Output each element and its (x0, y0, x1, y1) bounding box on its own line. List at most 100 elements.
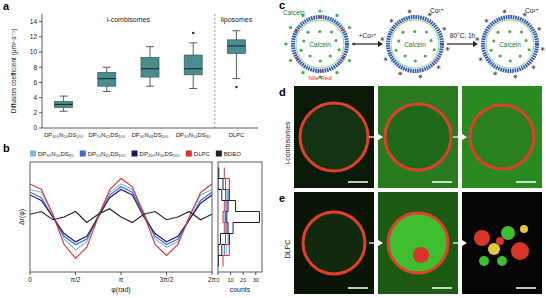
nile-red-dot (296, 57, 299, 60)
outlier (192, 32, 195, 35)
y-tick (39, 21, 42, 22)
scale-bar (516, 181, 536, 183)
median (55, 104, 73, 105)
x-tick (30, 272, 31, 275)
median (227, 45, 245, 46)
hist-bin (225, 201, 226, 212)
calcein-dot (499, 55, 502, 58)
x-tick-label: 3π/2 (160, 276, 174, 283)
calcein-dot (309, 55, 312, 58)
x-tick-label: π (119, 276, 124, 283)
micrograph (378, 86, 458, 188)
hist-connector (218, 189, 222, 190)
boxes (55, 31, 246, 112)
series-line (30, 179, 212, 259)
outlier (235, 86, 238, 89)
hist-bin (229, 234, 230, 245)
vesicle-fragment (511, 242, 529, 260)
ion-symbol (418, 75, 422, 79)
x-axis (42, 128, 258, 129)
scale-bar (348, 287, 368, 289)
step-arrow-head (378, 41, 383, 47)
calcein-dot (433, 48, 436, 51)
nile-red-dot (295, 30, 298, 33)
micrograph (294, 86, 374, 188)
legend-swatch (186, 151, 192, 157)
x-tick (212, 272, 213, 275)
hist-connector (221, 233, 234, 234)
calcein-dot (519, 54, 522, 57)
vesicle-ring (388, 213, 448, 273)
ion-symbol (537, 27, 541, 31)
hist-bin (229, 234, 230, 245)
hist-bin (218, 168, 219, 179)
calcein-dot (402, 31, 405, 34)
y-tick-label: 2 (33, 109, 37, 116)
hist-bin (218, 168, 219, 179)
whisker-cap (60, 96, 68, 97)
legend-label: BDEO (224, 151, 241, 157)
calcein-dot (424, 54, 427, 57)
vesicle-ring (300, 103, 368, 171)
whisker-cap (232, 30, 240, 31)
calcein-dot (289, 59, 292, 62)
x-tick (243, 272, 244, 275)
hist-bin (219, 168, 220, 179)
nile-red-dot (342, 56, 345, 59)
hist-bin (221, 245, 222, 256)
x-tick (230, 272, 231, 275)
x-tick-label: 2π (208, 276, 217, 283)
transition-arrow (453, 136, 463, 137)
x-axis-label: counts (230, 286, 251, 293)
box (184, 55, 202, 75)
whisker-cap (189, 42, 197, 43)
ion-symbol (475, 37, 479, 41)
membrane-inner (296, 20, 344, 68)
hist-bin (218, 168, 219, 179)
histograms (218, 168, 259, 267)
ion-symbol (531, 65, 535, 69)
y-tick-label: 14 (30, 18, 38, 25)
vesicle-ring (385, 104, 451, 170)
hist-connector (236, 211, 260, 212)
calcein-dot (335, 14, 338, 17)
step-arrow (352, 43, 379, 44)
hist-bin (221, 190, 222, 201)
hist-connector (223, 189, 229, 190)
vesicle-label: Calcein (404, 41, 426, 48)
membrane-inner (486, 20, 534, 68)
calcein-dot (497, 31, 500, 34)
x-tick-label: DLPC (229, 132, 244, 138)
ion-symbol (479, 57, 483, 61)
ion-symbol (446, 47, 450, 51)
ion-symbol (513, 75, 517, 79)
calcein-dot (301, 71, 304, 74)
row-label: i-combisomes (284, 121, 291, 165)
y-tick (39, 36, 42, 37)
calcein-dot (430, 39, 433, 42)
hist-bin (220, 234, 221, 245)
legend-label: DP₄₀₀N₅₆DS₁₀₀ (140, 151, 181, 157)
x-tick-label: 20 (240, 277, 246, 283)
y-axis (42, 14, 43, 128)
hist-bin (218, 256, 219, 267)
y-tick-label: 12 (30, 33, 38, 40)
calcein-dot (318, 30, 321, 33)
hist-bin (235, 201, 236, 212)
x-tick-label: π/2 (71, 276, 81, 283)
calcein-dot (330, 30, 333, 33)
image-background (378, 192, 458, 294)
hist-connector (233, 222, 259, 223)
whisker-cap (103, 91, 111, 92)
x-tick-label: DP₃₀N₅₆DS₈₀ (176, 132, 211, 138)
calcein-dot (404, 55, 407, 58)
group-label: i-combisomes (107, 16, 151, 23)
hist-bin (218, 179, 219, 190)
vesicle-fragment (488, 243, 500, 255)
ion-symbol (390, 19, 394, 23)
legend-swatch (30, 151, 36, 157)
legend-label: DP₃₀N₅₆DS₈₀ (38, 151, 74, 157)
scale-bar (516, 287, 536, 289)
calcein-dot (284, 42, 287, 45)
y-axis-label: Δr(φ) (18, 209, 26, 225)
